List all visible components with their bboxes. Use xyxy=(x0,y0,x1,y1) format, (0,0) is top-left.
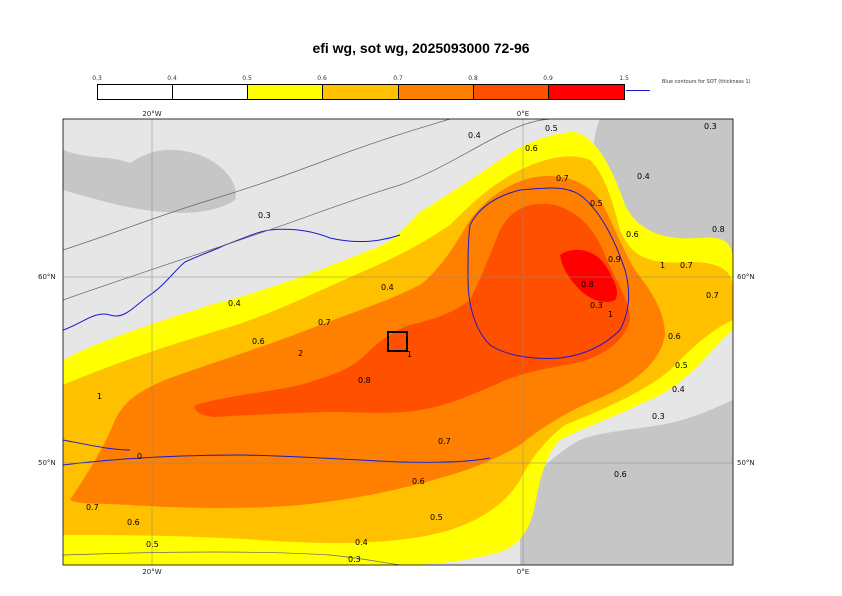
contour-label: 0.5 xyxy=(675,361,688,370)
map-frame xyxy=(62,118,734,566)
colorbar-tick: 0.8 xyxy=(468,75,478,82)
contour-label: 0.3 xyxy=(590,301,603,310)
lon-label-bottom-0e: 0°E xyxy=(516,568,530,576)
sot-contour xyxy=(467,187,630,359)
lat-label-right-50n: 50°N xyxy=(737,459,755,467)
contour-label: 0.3 xyxy=(704,122,717,131)
colorbar-tick: 0.4 xyxy=(167,75,177,82)
contour-label: 0.6 xyxy=(614,470,627,479)
lat-label-left-60n: 60°N xyxy=(38,273,56,281)
contour-label: 0.7 xyxy=(556,174,569,183)
lon-label-top-20w: 20°W xyxy=(142,110,162,118)
contour-label: 0.5 xyxy=(590,199,603,208)
colorbar-tick: 0.5 xyxy=(242,75,252,82)
contour-label: 0.6 xyxy=(525,144,538,153)
target-box xyxy=(387,331,408,352)
lat-label-right-60n: 60°N xyxy=(737,273,755,281)
contour-label: 0.4 xyxy=(637,172,650,181)
sot-contour xyxy=(63,228,401,331)
contour-label: 0.3 xyxy=(258,211,271,220)
contour-label: 1 xyxy=(608,310,613,319)
contour-label: 0.6 xyxy=(668,332,681,341)
efi-band-0.9 xyxy=(560,249,617,302)
contour-label: 0.8 xyxy=(581,280,594,289)
colorbar-segment xyxy=(548,84,625,100)
map-title: efi wg, sot wg, 2025093000 72-96 xyxy=(312,40,530,56)
sot-contour xyxy=(63,439,131,451)
contour-labels: 0.3 0.4 0.5 0.6 0.7 0.8 1 0.4 0.5 0.6 0.… xyxy=(86,122,725,564)
contour-label: 0.5 xyxy=(430,513,443,522)
contour-label: 0.6 xyxy=(127,518,140,527)
contour-label: 0.4 xyxy=(228,299,241,308)
contour-label: 0.7 xyxy=(318,318,331,327)
contour-label: 0.4 xyxy=(381,283,394,292)
colorbar-tick: 0.6 xyxy=(317,75,327,82)
contour-label: 0.8 xyxy=(358,376,371,385)
contour-label: 0.4 xyxy=(355,538,368,547)
colorbar-tick: 0.7 xyxy=(393,75,403,82)
contour-label: 0 xyxy=(137,452,142,461)
sot-contour xyxy=(63,454,491,466)
contour-label: 0.7 xyxy=(706,291,719,300)
efi-contour-line xyxy=(63,119,551,301)
contour-label: 0.4 xyxy=(672,385,685,394)
contour-label: 1 xyxy=(97,392,102,401)
contour-label: 0.5 xyxy=(146,540,159,549)
efi-contour-line xyxy=(63,551,401,565)
contour-label: 0.8 xyxy=(712,225,725,234)
contour-label: 0.7 xyxy=(86,503,99,512)
sot-legend-note: Blue contours for SOT (thickness 1) xyxy=(662,79,751,85)
iceland-land xyxy=(63,149,236,213)
contour-label: 0.6 xyxy=(412,477,425,486)
efi-contour-line xyxy=(63,119,451,251)
contour-label: 0.9 xyxy=(608,255,621,264)
colorbar-tick: 0.3 xyxy=(92,75,102,82)
contour-label: 0.6 xyxy=(626,230,639,239)
lon-label-bottom-20w: 20°W xyxy=(142,568,162,576)
colorbar-tick: 0.9 xyxy=(543,75,553,82)
colorbar-tick: 1.5 xyxy=(619,75,629,82)
contour-label: 0.5 xyxy=(545,124,558,133)
sot-legend-line xyxy=(626,90,650,91)
lat-label-left-50n: 50°N xyxy=(38,459,56,467)
contour-label: 0.3 xyxy=(652,412,665,421)
contour-label: 0.7 xyxy=(438,437,451,446)
continental-europe-land xyxy=(520,400,733,565)
contour-label: 0.3 xyxy=(348,555,361,564)
contour-label: 1 xyxy=(407,350,412,359)
contour-label: 1 xyxy=(660,261,665,270)
contour-label: 0.4 xyxy=(468,131,481,140)
contour-label: 0.7 xyxy=(680,261,693,270)
lon-label-top-0e: 0°E xyxy=(516,110,530,118)
efi-band-0.8 xyxy=(194,203,630,417)
contour-label: 2 xyxy=(298,349,303,358)
contour-label: 0.6 xyxy=(252,337,265,346)
